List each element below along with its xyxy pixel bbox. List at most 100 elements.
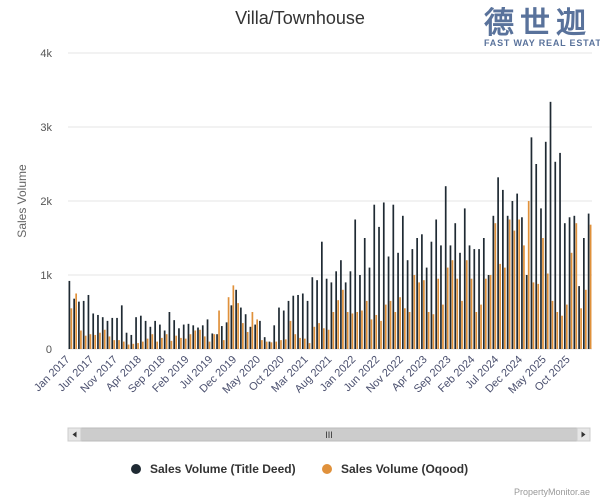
bar-title-deed[interactable] bbox=[301, 293, 304, 350]
bar-title-deed[interactable] bbox=[506, 215, 509, 349]
bar-title-deed[interactable] bbox=[540, 208, 542, 349]
bar-title-deed[interactable] bbox=[544, 141, 547, 349]
bar-title-deed[interactable] bbox=[206, 319, 209, 349]
bar-oqood[interactable] bbox=[184, 338, 187, 349]
bar-oqood[interactable] bbox=[213, 334, 216, 349]
bar-title-deed[interactable] bbox=[416, 238, 418, 349]
bar-oqood[interactable] bbox=[427, 312, 430, 349]
bar-title-deed[interactable] bbox=[92, 313, 95, 349]
bar-oqood[interactable] bbox=[170, 340, 173, 349]
arrow-right-icon[interactable] bbox=[581, 431, 586, 438]
bar-title-deed[interactable] bbox=[68, 280, 71, 349]
bar-title-deed[interactable] bbox=[421, 234, 423, 349]
bar-title-deed[interactable] bbox=[263, 337, 266, 349]
bar-title-deed[interactable] bbox=[368, 267, 371, 349]
bar-oqood[interactable] bbox=[523, 245, 525, 349]
bar-title-deed[interactable] bbox=[111, 317, 114, 349]
bar-title-deed[interactable] bbox=[173, 320, 176, 349]
bar-oqood[interactable] bbox=[108, 336, 111, 349]
bar-title-deed[interactable] bbox=[149, 326, 152, 349]
bar-title-deed[interactable] bbox=[330, 282, 333, 349]
bar-title-deed[interactable] bbox=[521, 217, 523, 349]
bar-oqood[interactable] bbox=[518, 219, 521, 350]
bar-title-deed[interactable] bbox=[378, 226, 380, 349]
bar-title-deed[interactable] bbox=[325, 278, 328, 349]
bar-oqood[interactable] bbox=[227, 297, 230, 349]
bar-oqood[interactable] bbox=[75, 293, 77, 350]
bar-title-deed[interactable] bbox=[292, 295, 295, 349]
bar-oqood[interactable] bbox=[256, 319, 259, 349]
bar-oqood[interactable] bbox=[151, 334, 154, 349]
bar-title-deed[interactable] bbox=[135, 317, 137, 349]
bar-oqood[interactable] bbox=[323, 328, 325, 349]
bar-title-deed[interactable] bbox=[487, 275, 490, 349]
bar-oqood[interactable] bbox=[132, 343, 135, 349]
bar-oqood[interactable] bbox=[461, 300, 463, 349]
bar-title-deed[interactable] bbox=[192, 325, 195, 349]
bar-oqood[interactable] bbox=[303, 338, 306, 349]
bar-oqood[interactable] bbox=[203, 336, 206, 349]
bar-title-deed[interactable] bbox=[87, 294, 90, 349]
bar-oqood[interactable] bbox=[103, 329, 106, 349]
bar-title-deed[interactable] bbox=[492, 215, 495, 349]
bar-title-deed[interactable] bbox=[573, 215, 576, 349]
bar-title-deed[interactable] bbox=[144, 320, 147, 349]
bar-oqood[interactable] bbox=[451, 260, 454, 349]
bar-title-deed[interactable] bbox=[587, 213, 590, 349]
bar-oqood[interactable] bbox=[580, 308, 582, 349]
bar-oqood[interactable] bbox=[270, 342, 273, 349]
bar-oqood[interactable] bbox=[232, 285, 235, 349]
bar-oqood[interactable] bbox=[342, 289, 344, 349]
bar-oqood[interactable] bbox=[365, 300, 368, 349]
bar-oqood[interactable] bbox=[446, 267, 449, 349]
bar-oqood[interactable] bbox=[484, 278, 487, 349]
bar-oqood[interactable] bbox=[361, 310, 363, 349]
bar-title-deed[interactable] bbox=[387, 256, 390, 350]
legend-item-oqood[interactable]: Sales Volume (Oqood) bbox=[322, 462, 468, 476]
bar-oqood[interactable] bbox=[194, 330, 197, 350]
bar-title-deed[interactable] bbox=[373, 204, 376, 349]
bar-oqood[interactable] bbox=[408, 312, 411, 349]
bar-title-deed[interactable] bbox=[106, 320, 109, 349]
bar-title-deed[interactable] bbox=[249, 326, 252, 349]
bar-title-deed[interactable] bbox=[268, 341, 271, 349]
bar-title-deed[interactable] bbox=[468, 245, 471, 349]
bar-title-deed[interactable] bbox=[73, 298, 75, 349]
bar-oqood[interactable] bbox=[527, 201, 530, 349]
legend-label-title-deed[interactable]: Sales Volume (Title Deed) bbox=[150, 462, 296, 476]
bar-title-deed[interactable] bbox=[454, 223, 457, 349]
bar-oqood[interactable] bbox=[237, 303, 239, 349]
bar-oqood[interactable] bbox=[70, 308, 73, 349]
bar-oqood[interactable] bbox=[442, 304, 444, 349]
bar-title-deed[interactable] bbox=[259, 320, 261, 349]
bar-title-deed[interactable] bbox=[559, 152, 561, 349]
bar-title-deed[interactable] bbox=[363, 238, 366, 349]
bar-title-deed[interactable] bbox=[435, 219, 438, 350]
bar-oqood[interactable] bbox=[337, 300, 339, 349]
bar-oqood[interactable] bbox=[175, 335, 178, 349]
bar-title-deed[interactable] bbox=[244, 314, 247, 349]
bar-title-deed[interactable] bbox=[187, 323, 190, 349]
bar-title-deed[interactable] bbox=[401, 215, 404, 349]
bar-oqood[interactable] bbox=[127, 344, 130, 349]
bar-oqood[interactable] bbox=[141, 341, 144, 349]
bar-title-deed[interactable] bbox=[240, 307, 242, 349]
bar-oqood[interactable] bbox=[137, 343, 139, 349]
bar-oqood[interactable] bbox=[589, 224, 592, 349]
bar-oqood[interactable] bbox=[189, 334, 192, 349]
bar-oqood[interactable] bbox=[89, 334, 92, 349]
bar-oqood[interactable] bbox=[313, 326, 316, 349]
bar-title-deed[interactable] bbox=[282, 310, 285, 349]
bar-oqood[interactable] bbox=[399, 297, 401, 349]
bar-title-deed[interactable] bbox=[297, 294, 299, 349]
bar-oqood[interactable] bbox=[504, 267, 506, 349]
bar-oqood[interactable] bbox=[423, 280, 425, 349]
bar-title-deed[interactable] bbox=[382, 202, 385, 349]
bar-title-deed[interactable] bbox=[516, 193, 519, 349]
bar-oqood[interactable] bbox=[242, 323, 244, 349]
bar-title-deed[interactable] bbox=[78, 301, 80, 349]
bar-oqood[interactable] bbox=[294, 334, 297, 349]
bar-oqood[interactable] bbox=[265, 341, 268, 349]
bar-title-deed[interactable] bbox=[287, 300, 290, 349]
bar-oqood[interactable] bbox=[222, 340, 225, 349]
